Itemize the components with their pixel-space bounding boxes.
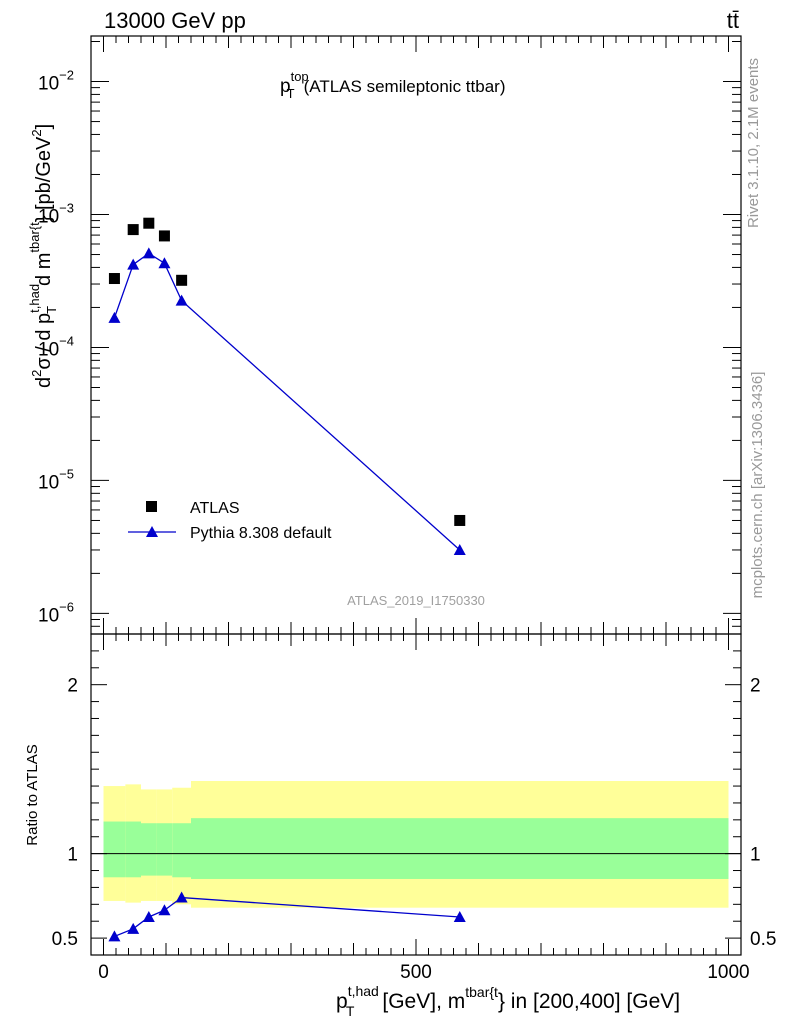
x-tick-label: 500 [400,962,432,983]
ratio-ticks [91,634,741,955]
ratio-y-tick-label-left: 2 [67,676,78,697]
main-y-tick-labels: 10−6 10−5 10−4 10−3 10−2 [38,68,74,627]
x-axis-label: pt,had T [GeV], mtbar{t} in [200,400] [GeV… [336,983,680,1019]
pythia-ratio-point [142,910,155,922]
pythia-ratio-point [127,922,140,934]
atlas-data-point [454,514,466,526]
atlas-data-point [108,273,120,285]
x-tick-label: 1000 [707,962,749,983]
legend-atlas-marker [146,501,157,512]
legend-pythia-label: Pythia 8.308 default [190,525,332,542]
ratio-inner-band [172,823,191,878]
main-y-axis-label: d2σ / d pt,had Td mtbar{t} [pb/GeV2] [27,124,59,388]
pythia-main-line [113,252,461,551]
ratio-y-tick-label-left: 0.5 [52,929,78,950]
atlas-data-point [143,217,155,229]
pythia-ratio-point [158,904,171,916]
pythia-ratio-point [453,910,466,922]
header-energy-label: 13000 GeV pp [104,8,246,33]
main-y-tick-label: 10−5 [38,466,74,493]
pythia-main-point [158,257,171,269]
pythia-ratio-point [175,891,188,903]
ratio-inner-band [191,818,729,879]
ratio-inner-band [125,821,141,878]
pythia-main-point [108,311,121,323]
main-series-layer [108,217,466,555]
legend: ATLAS Pythia 8.308 default [128,500,332,542]
ratio-tick-labels: 0.5 0.5 1 1 2 2 0 500 1000 [52,676,777,983]
header-process-label: tt̄ [727,8,739,33]
main-y-tick-label: 10−2 [38,68,74,95]
main-y-tick-label: 10−6 [38,599,74,626]
main-y-tick-label: 10−4 [38,333,74,360]
pythia-main-point [453,543,466,555]
main-panel-frame [90,35,742,635]
legend-pythia-marker [146,526,158,537]
ratio-y-axis-label: Ratio to ATLAS [24,744,41,845]
x-tick-label: 0 [98,962,109,983]
atlas-data-point [158,230,170,242]
ratio-y-tick-label-left: 1 [67,845,78,866]
main-frame-box [90,35,742,635]
main-y-ticks [91,36,741,635]
ratio-y-tick-label-right: 1 [750,845,761,866]
plot-title: ptop T (ATLAS semileptonic ttbar) [280,69,505,101]
pythia-main-point [142,247,155,259]
analysis-id-label: ATLAS_2019_I1750330 [347,593,485,608]
atlas-data-point [127,224,139,236]
mcplots-label: mcplots.cern.ch [arXiv:1306.3436] [749,372,766,599]
atlas-data-point [176,274,188,286]
legend-atlas-label: ATLAS [190,500,240,517]
ratio-uncertainty-bands [91,780,741,908]
ratio-inner-band [156,823,173,876]
ratio-y-tick-label-right: 0.5 [750,929,776,950]
ratio-y-tick-label-right: 2 [750,676,761,697]
pythia-main-point [175,294,188,306]
ratio-series-layer [108,891,466,942]
main-y-tick-label: 10−3 [38,200,74,227]
pythia-ratio-point [108,930,121,942]
ratio-inner-band [103,821,126,878]
ratio-inner-band [141,823,157,876]
rivet-version-label: Rivet 3.1.10, 2.1M events [745,58,762,228]
pythia-main-point [127,258,140,270]
